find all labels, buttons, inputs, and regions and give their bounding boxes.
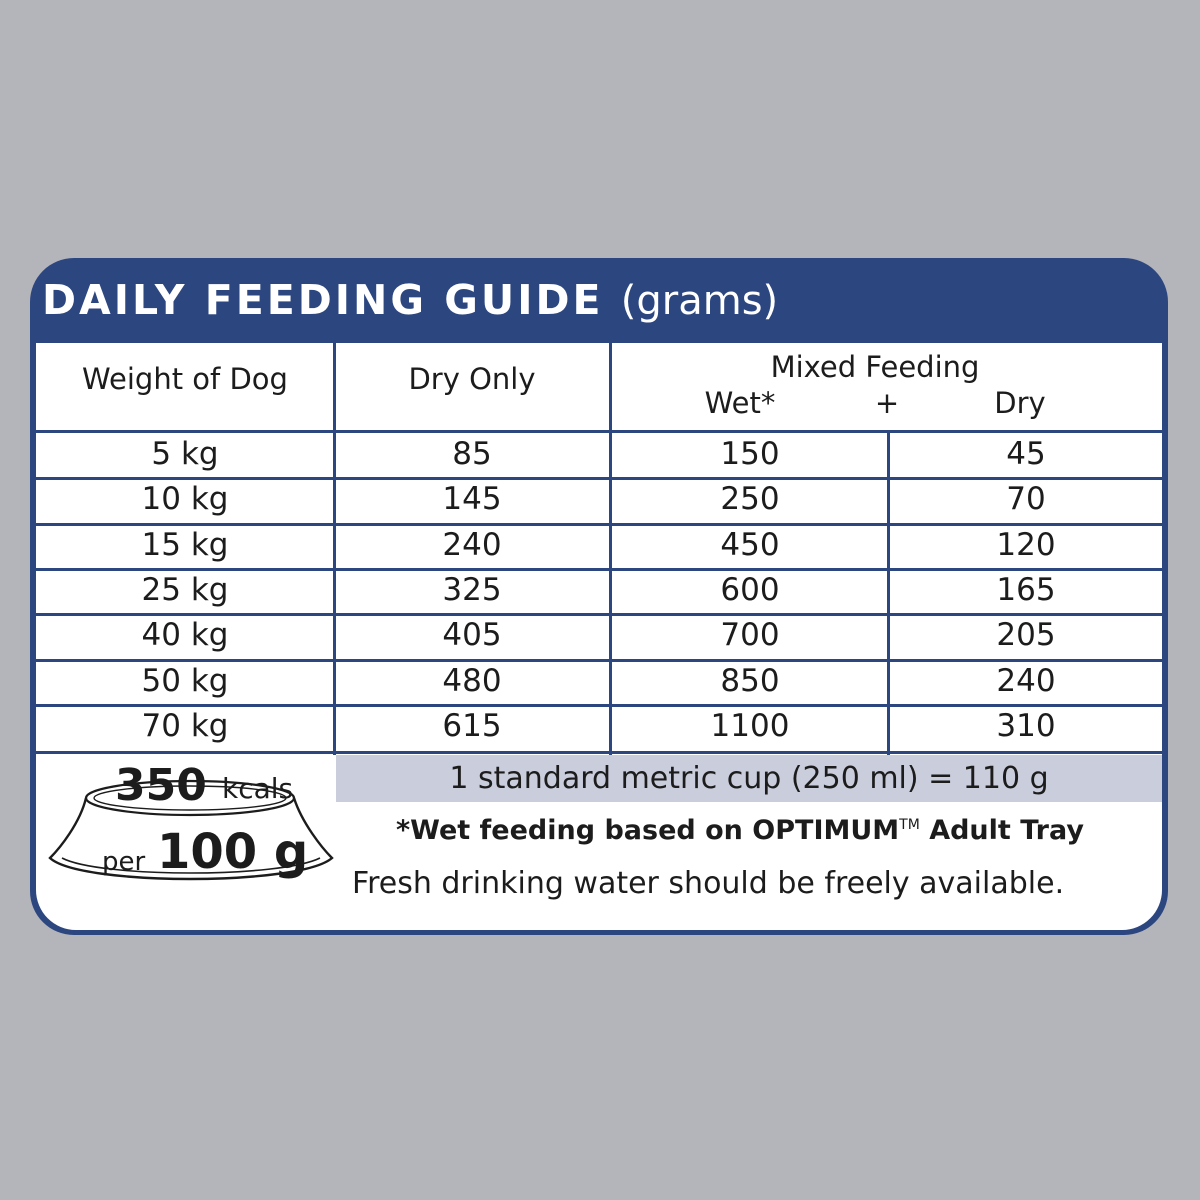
card-title-main: DAILY FEEDING GUIDE — [42, 276, 604, 324]
cell-weight: 40 kg — [141, 617, 229, 654]
cell-wet: 700 — [720, 617, 780, 654]
cell-weight: 10 kg — [141, 481, 229, 518]
row-rule — [36, 522, 1162, 526]
cell-wet: 150 — [720, 436, 780, 472]
cell-dry: 240 — [996, 662, 1056, 699]
cup-note-bar — [336, 755, 1162, 802]
cell-weight: 25 kg — [141, 571, 229, 608]
cell-dry-only: 240 — [442, 526, 502, 563]
cell-dry-only: 325 — [442, 571, 502, 608]
cell-dry: 205 — [996, 617, 1056, 654]
per-amount: 100 g — [157, 824, 309, 880]
table-bottom-rule — [36, 751, 1162, 754]
header-weight: Weight of Dog — [82, 362, 288, 396]
cell-weight: 15 kg — [141, 526, 229, 563]
kcal-unit: kcals — [222, 772, 294, 805]
row-rule — [36, 613, 1162, 617]
cell-wet: 250 — [720, 481, 780, 518]
row-rule — [36, 703, 1162, 707]
header-mixed-dry: Dry — [994, 386, 1046, 420]
cell-dry: 45 — [1006, 436, 1046, 472]
wet-feeding-note: *Wet feeding based on OPTIMUMTM Adult Tr… — [396, 815, 1084, 846]
row-rule — [36, 567, 1162, 571]
row-rule — [36, 477, 1162, 481]
card-title: DAILY FEEDING GUIDE (grams) — [42, 276, 778, 324]
trademark-mark: TM — [899, 817, 920, 833]
cell-dry: 70 — [1006, 481, 1046, 518]
cell-wet: 600 — [720, 571, 780, 608]
cell-weight: 70 kg — [141, 707, 229, 744]
feeding-table-panel — [36, 343, 1162, 930]
header-bottom-rule — [36, 430, 1162, 433]
cell-wet: 850 — [720, 662, 780, 699]
cell-wet: 450 — [720, 526, 780, 563]
wet-note-suffix: Adult Tray — [919, 815, 1084, 846]
cell-dry-only: 405 — [442, 617, 502, 654]
per-word: per — [102, 847, 146, 877]
cell-dry: 120 — [996, 526, 1056, 563]
header-dry-only: Dry Only — [408, 362, 536, 396]
header-mixed-wet: Wet* — [704, 386, 776, 420]
header-mixed-plus: + — [874, 386, 900, 420]
header-mixed-feeding: Mixed Feeding — [770, 350, 980, 384]
cell-weight: 5 kg — [151, 436, 219, 472]
cell-weight: 50 kg — [141, 662, 229, 699]
cell-dry-only: 480 — [442, 662, 502, 699]
cell-dry-only: 85 — [452, 436, 492, 472]
cell-dry: 165 — [996, 571, 1056, 608]
bowl-icon — [48, 779, 334, 881]
col-divider-wet-dry — [887, 432, 890, 755]
water-note: Fresh drinking water should be freely av… — [352, 866, 1065, 901]
cell-dry: 310 — [996, 707, 1056, 744]
cell-dry-only: 145 — [442, 481, 502, 518]
col-divider-weight — [333, 343, 336, 755]
card-title-unit: (grams) — [620, 278, 779, 324]
col-divider-dry-only — [609, 343, 612, 755]
wet-note-text: *Wet feeding based on OPTIMUM — [396, 815, 900, 846]
cell-wet: 1100 — [710, 707, 790, 744]
row-rule — [36, 658, 1162, 662]
kcal-value: 350 — [115, 760, 207, 811]
cell-dry-only: 615 — [442, 707, 502, 744]
cup-note: 1 standard metric cup (250 ml) = 110 g — [449, 761, 1049, 796]
